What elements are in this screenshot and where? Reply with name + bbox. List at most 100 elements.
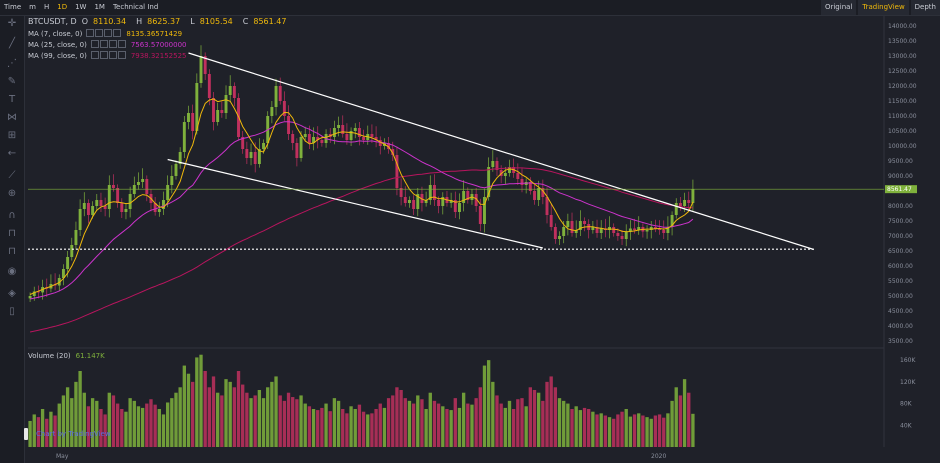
volume-value: 61.147K [75, 352, 105, 360]
trash-icon[interactable]: ▯ [9, 306, 15, 317]
volume-bar [157, 409, 161, 447]
candle-body [82, 203, 86, 209]
view-depth[interactable]: Depth [910, 0, 940, 15]
candle-body [683, 200, 687, 206]
volume-bar [124, 411, 128, 447]
candle-body [287, 116, 291, 134]
candle-body [666, 227, 670, 233]
view-tradingview[interactable]: TradingView [858, 0, 909, 15]
candle-body [553, 227, 557, 239]
candle-body [357, 128, 361, 137]
volume-tick-label: 80K [900, 401, 913, 408]
candle-body [228, 86, 232, 95]
pattern-icon[interactable]: ⋈ [7, 112, 17, 123]
candle-body [649, 227, 653, 230]
candle-body [599, 228, 603, 233]
favorite-icon[interactable]: ◈ [8, 288, 16, 299]
toolbar-technical-ind[interactable]: Technical Ind [112, 3, 159, 11]
candle-body [341, 125, 345, 134]
text-icon[interactable]: T [8, 94, 16, 105]
candle-body [653, 227, 657, 229]
volume-bar [282, 400, 287, 447]
candle-body [174, 164, 178, 176]
toolbar-1w[interactable]: 1W [75, 3, 87, 11]
volume-bar [370, 413, 374, 447]
candle-body [337, 125, 341, 128]
volume-bar [541, 400, 545, 447]
candle-body [528, 182, 532, 191]
toolbar-hours[interactable]: H [43, 3, 50, 11]
toolbar-minutes[interactable]: m [29, 3, 36, 11]
candle-body [399, 188, 403, 197]
ruler-icon[interactable]: ⟋ [8, 170, 16, 181]
indicator-ma7[interactable]: MA (7, close, 0) 8135.36571429 [28, 29, 183, 38]
candle-body [658, 228, 662, 230]
toolbar-time[interactable]: Time [4, 3, 22, 11]
volume-bar [241, 384, 245, 447]
volume-bar [153, 404, 157, 447]
volume-bar [499, 403, 503, 447]
volume-bar [391, 395, 395, 447]
candle-body [99, 200, 103, 206]
candle-body [295, 143, 299, 158]
volume-bar [270, 381, 274, 447]
volume-bar [520, 398, 524, 447]
candle-body [487, 167, 491, 197]
volume-bar [403, 398, 407, 447]
magnet-icon[interactable]: ∩ [8, 210, 16, 221]
candle-body [516, 173, 520, 179]
volume-bar [57, 403, 61, 447]
volume-bar [211, 376, 216, 447]
candle-body [349, 131, 353, 140]
candle-body [178, 152, 182, 164]
volume-bar [253, 395, 257, 447]
back-arrow-icon[interactable]: ← [7, 148, 17, 159]
symbol-name[interactable]: BTCUSDT, D [28, 17, 77, 26]
candle-body [558, 236, 561, 239]
toolbar-1m[interactable]: 1M [94, 3, 105, 11]
toolbar-1d[interactable]: 1D [57, 3, 68, 11]
lock-icon[interactable]: ⊓ [8, 228, 16, 239]
brush-icon[interactable]: ✎ [7, 76, 17, 87]
price-tick-label: 5000.00 [888, 293, 913, 300]
crosshair-icon[interactable]: ✛ [7, 18, 17, 29]
candle-body [645, 230, 649, 232]
indicator-ma99[interactable]: MA (99, close, 0) 7938.32152525 [28, 51, 187, 60]
volume-bar [61, 395, 66, 447]
volume-bar [220, 395, 224, 447]
price-tick-label: 12500.00 [888, 68, 917, 75]
indicator-ma25[interactable]: MA (25, close, 0) 7563.57000000 [28, 40, 187, 49]
volume-bar [53, 415, 57, 447]
trend-line-icon[interactable]: ╱ [8, 38, 16, 49]
candle-body [216, 110, 220, 122]
volume-bar [266, 387, 270, 447]
candle-body [595, 227, 599, 233]
volume-bar [170, 398, 174, 447]
price-tick-label: 13500.00 [888, 38, 917, 45]
volume-bar [165, 402, 170, 447]
candle-body [157, 209, 161, 212]
volume-bar [182, 365, 186, 447]
candle-body [120, 203, 124, 212]
volume-bar [115, 403, 120, 447]
fib-icon[interactable]: ⋰ [7, 58, 17, 69]
zoom-icon[interactable]: ⊕ [7, 188, 17, 199]
low-value: 8105.54 [199, 17, 233, 26]
volume-bar [470, 404, 474, 447]
lock-all-icon[interactable]: ⊓ [8, 246, 16, 257]
candle-body [253, 152, 257, 164]
volume-label[interactable]: Volume (20) [28, 352, 71, 360]
measure-icon[interactable]: ⊞ [7, 130, 17, 141]
volume-bar [291, 397, 295, 447]
scroll-handle[interactable] [24, 428, 28, 440]
volume-bar [374, 409, 378, 447]
volume-bar [136, 406, 141, 447]
view-original[interactable]: Original [820, 0, 857, 15]
candle-body [616, 233, 620, 236]
eye-icon[interactable]: ◉ [7, 266, 17, 277]
volume-bar [616, 414, 620, 447]
volume-bar [316, 410, 320, 447]
candle-body [466, 191, 470, 200]
volume-bar [461, 392, 466, 447]
